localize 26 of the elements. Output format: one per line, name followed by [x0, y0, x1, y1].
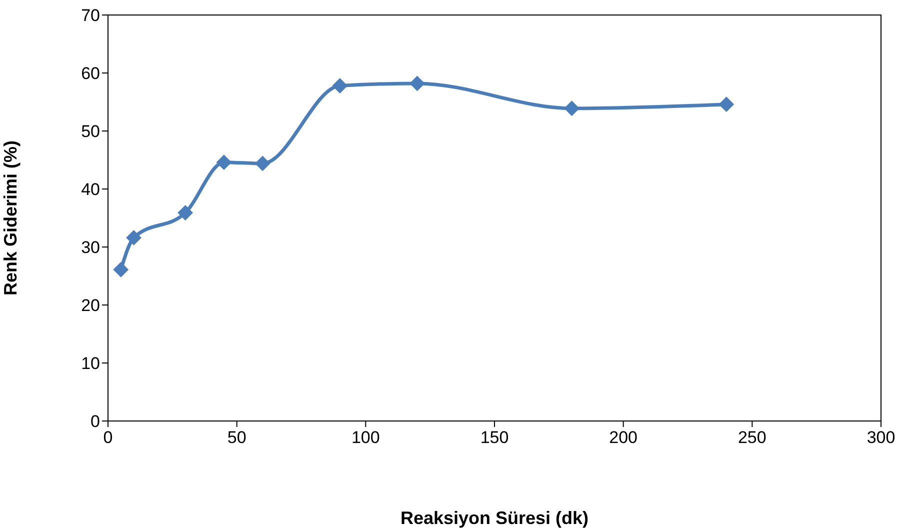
- point: [216, 154, 232, 170]
- y-tick-label: 30: [81, 238, 100, 258]
- point: [564, 100, 580, 116]
- point: [410, 76, 425, 91]
- point: [126, 230, 142, 246]
- y-axis-title: Renk Giderimi (%): [0, 140, 20, 296]
- x-tick-label: 0: [103, 428, 113, 448]
- y-tick-label: 40: [81, 180, 100, 200]
- point: [332, 78, 348, 94]
- point: [178, 205, 193, 220]
- x-tick-label: 250: [738, 428, 766, 448]
- x-axis-title: Reaksiyon Süresi (dk): [400, 508, 589, 528]
- x-tick-label: 200: [609, 428, 638, 448]
- y-tick-label: 10: [81, 354, 100, 374]
- x-tick-label: 150: [480, 428, 509, 448]
- y-tick-label: 50: [81, 122, 100, 142]
- x-tick-label: 300: [866, 428, 896, 448]
- y-tick-label: 70: [81, 6, 100, 26]
- point: [113, 262, 128, 278]
- y-tick-label: 20: [81, 296, 100, 316]
- x-tick-label: 100: [351, 428, 380, 448]
- y-tick-label: 60: [81, 64, 100, 84]
- point: [255, 156, 270, 171]
- y-tick-label: 0: [90, 412, 100, 432]
- x-tick-label: 50: [227, 428, 246, 448]
- point: [718, 96, 734, 112]
